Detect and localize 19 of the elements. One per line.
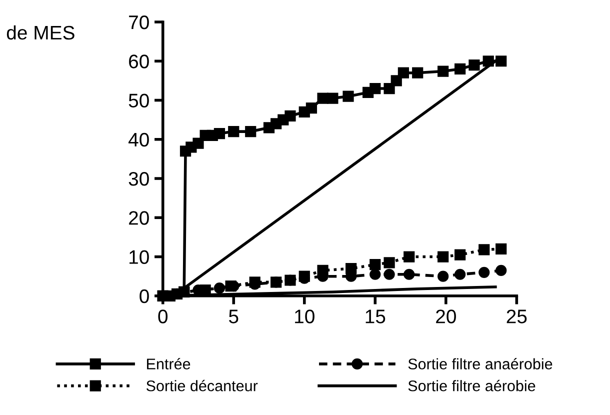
y-tick-label: 30 [128,172,149,186]
legend-label: Sortie filtre anaérobie [408,358,552,370]
x-tick-label: 10 [295,310,314,324]
legend-label: Entrée [147,358,190,370]
x-tick-label: 5 [229,310,238,324]
y-tick-label: 20 [129,211,149,225]
x-tick-label: 20 [436,310,456,324]
x-tick-label: 0 [158,310,168,324]
y-tick-label: 70 [129,15,149,30]
y-tick-label: 40 [128,132,149,147]
y-axis-title: de MES [6,25,74,40]
y-tick-label: 50 [128,94,149,108]
y-tick-label: 0 [140,289,149,304]
y-tick-label: 10 [130,250,149,264]
x-tick-label: 25 [506,310,527,324]
legend-label: Sortie filtre aérobie [408,380,536,392]
legend-label: Sortie décanteur [146,380,258,392]
x-tick-label: 15 [366,310,386,324]
y-tick-label: 60 [129,54,149,68]
